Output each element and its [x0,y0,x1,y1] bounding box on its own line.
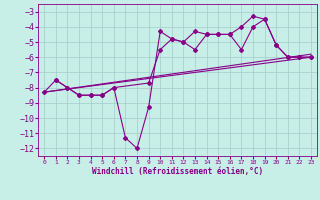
X-axis label: Windchill (Refroidissement éolien,°C): Windchill (Refroidissement éolien,°C) [92,167,263,176]
